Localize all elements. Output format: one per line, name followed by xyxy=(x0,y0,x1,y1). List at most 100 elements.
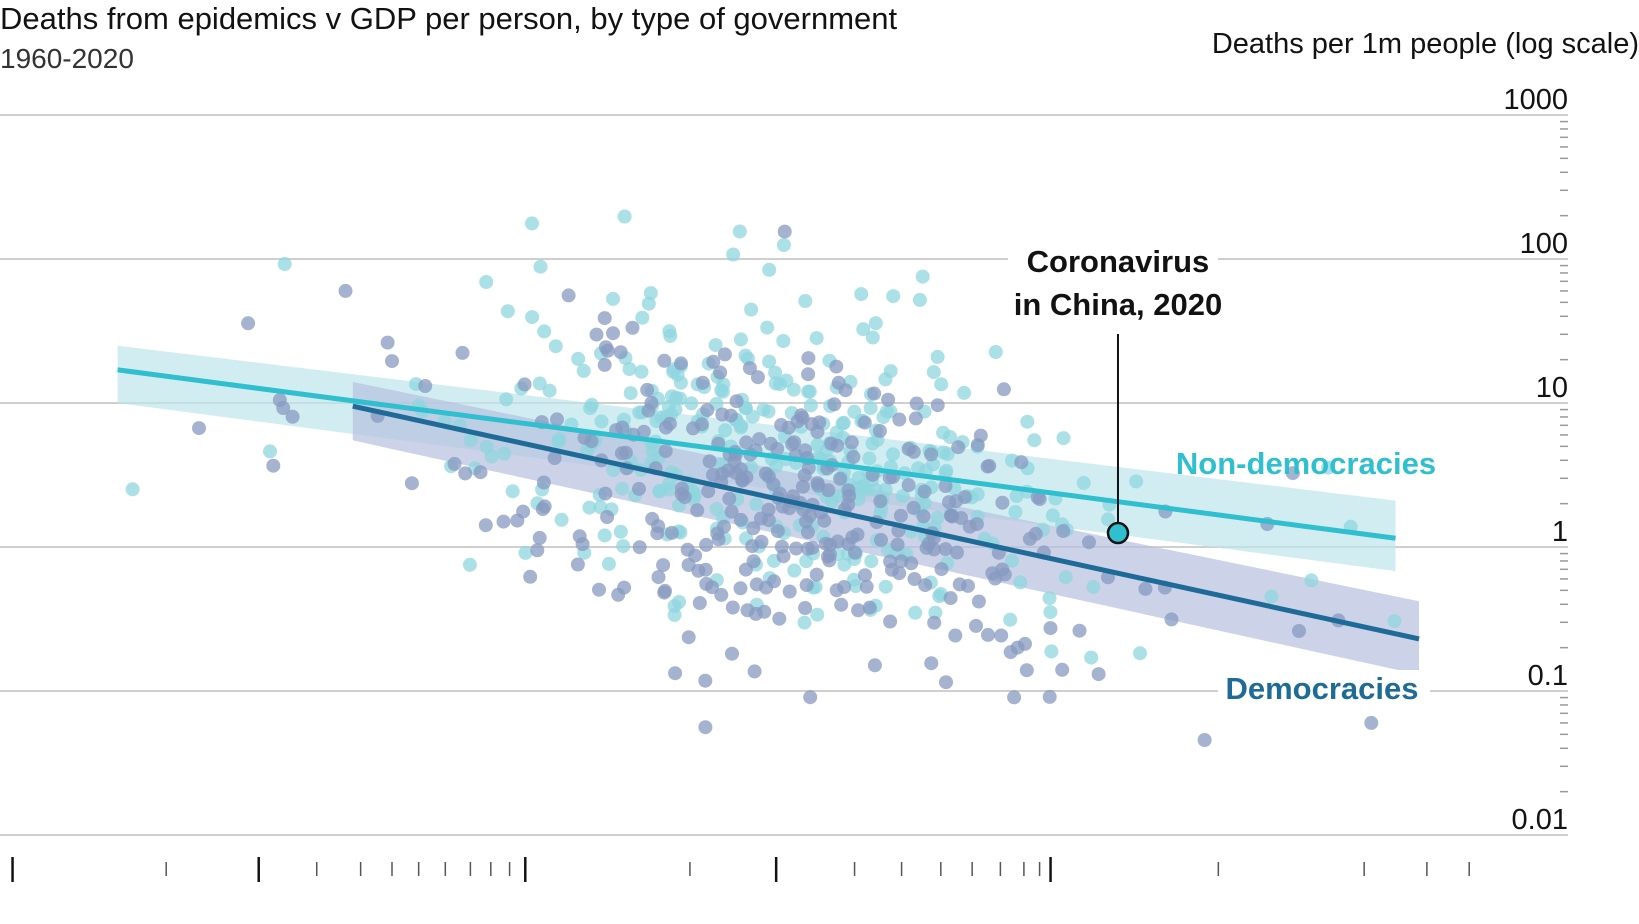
democracy-point xyxy=(706,467,720,482)
non-democracy-point xyxy=(537,324,552,339)
democracy-point xyxy=(754,534,769,549)
non-democracy-point xyxy=(584,397,599,412)
non-democracy-point xyxy=(662,324,677,339)
non-democracy-point xyxy=(1129,474,1144,489)
non-democracy-point xyxy=(525,216,539,231)
democracy-point xyxy=(614,446,629,461)
democracy-point xyxy=(625,320,640,335)
non-democracy-point xyxy=(865,436,880,451)
democracy-point xyxy=(1364,715,1379,730)
democracy-point xyxy=(650,526,665,541)
democracy-point xyxy=(532,530,547,545)
democracy-point xyxy=(809,567,824,582)
democracy-point xyxy=(738,562,753,577)
democracy-point xyxy=(758,466,773,481)
non-democracy-point xyxy=(1387,614,1402,629)
non-democracy-point xyxy=(1005,553,1019,568)
democracy-point xyxy=(600,510,615,524)
non-democracy-point xyxy=(912,292,927,307)
democracy-point xyxy=(851,603,866,618)
non-democracy-point xyxy=(762,262,777,277)
democracy-point xyxy=(742,361,757,376)
democracy-point xyxy=(1056,524,1071,538)
democracy-point xyxy=(1022,531,1037,546)
non-democracy-point xyxy=(885,447,900,462)
democracy-point xyxy=(934,562,949,577)
non-democracy-point xyxy=(911,461,926,476)
democracy-point xyxy=(523,569,538,584)
non-democracy-point xyxy=(749,497,764,512)
democracy-point xyxy=(829,583,844,598)
democracy-point xyxy=(790,414,805,429)
democracy-point xyxy=(517,377,532,392)
democracy-point xyxy=(801,461,816,475)
non-democracy-point xyxy=(616,539,631,554)
non-democracy-point xyxy=(505,484,520,499)
non-democracy-point xyxy=(779,373,794,388)
non-democracy-point xyxy=(635,310,650,325)
democracy-point xyxy=(746,521,761,536)
democracy-point xyxy=(893,508,908,523)
democracy-point xyxy=(750,370,765,385)
non-democracies-label: Non-democracies xyxy=(1176,446,1436,481)
non-democracy-point xyxy=(554,512,569,527)
democracy-point xyxy=(1292,624,1306,638)
non-democracy-point xyxy=(878,579,893,594)
democracy-point xyxy=(782,501,797,516)
democracy-point xyxy=(862,600,877,615)
democracy-point xyxy=(789,541,804,556)
democracy-point xyxy=(385,354,399,369)
democracy-point xyxy=(890,537,905,552)
democracy-point xyxy=(561,288,576,303)
democracy-point xyxy=(1003,645,1018,660)
democracy-point xyxy=(694,417,709,432)
democracy-point xyxy=(606,326,620,341)
democracy-point xyxy=(458,466,473,481)
democracies-label-background xyxy=(1218,670,1430,714)
non-democracy-point xyxy=(615,481,630,496)
democracy-point xyxy=(948,628,963,643)
democracy-point xyxy=(747,664,762,679)
non-democracy-point xyxy=(532,376,547,391)
democracy-point xyxy=(938,479,953,493)
democracy-point xyxy=(830,438,845,453)
democracy-point xyxy=(772,611,787,626)
democracy-point xyxy=(664,525,679,540)
democracy-point xyxy=(662,416,677,431)
democracy-point xyxy=(996,382,1011,397)
non-democracy-point xyxy=(810,607,825,622)
democracy-point xyxy=(1018,636,1032,651)
democracy-point xyxy=(733,512,748,527)
democracy-point xyxy=(681,630,696,645)
non-democracy-point xyxy=(802,384,817,399)
democracy-point xyxy=(997,567,1012,582)
non-democracy-point xyxy=(854,287,869,302)
non-democracy-point xyxy=(1058,570,1073,585)
democracy-point xyxy=(857,415,872,430)
democracy-point xyxy=(1043,621,1058,636)
non-democracy-point xyxy=(484,449,499,464)
democracy-point xyxy=(800,525,815,540)
democracy-point xyxy=(1072,623,1087,638)
democracy-point xyxy=(455,345,470,360)
democracy-point xyxy=(276,401,291,415)
democracy-point xyxy=(674,356,688,371)
democracy-point xyxy=(748,606,763,621)
democracy-point xyxy=(904,556,919,571)
non-democracy-point xyxy=(776,238,791,252)
non-democracy-point xyxy=(613,524,628,539)
non-democracy-point xyxy=(908,605,923,620)
democracy-point xyxy=(192,421,206,436)
democracy-point xyxy=(717,519,731,534)
non-democracy-point xyxy=(895,489,910,504)
democracy-point xyxy=(657,353,672,368)
non-democracy-point xyxy=(1009,489,1024,503)
democracy-point xyxy=(892,566,907,581)
democracy-point xyxy=(801,351,816,366)
chart-title: Deaths from epidemics v GDP per person, … xyxy=(0,1,898,36)
non-democracy-point xyxy=(479,275,494,289)
democracy-point xyxy=(632,540,647,555)
non-democracy-point xyxy=(1086,579,1101,594)
non-democracy-point xyxy=(533,259,548,274)
